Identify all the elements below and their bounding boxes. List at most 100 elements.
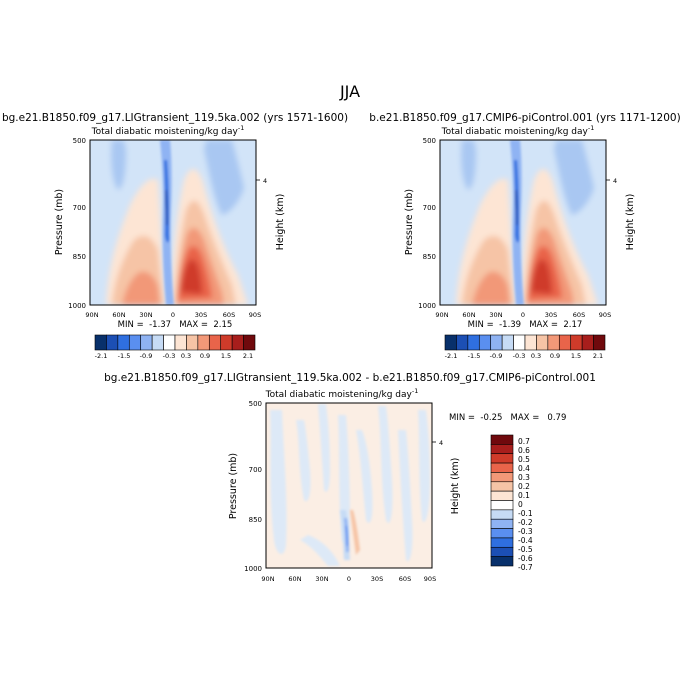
lat-tick: 30S: [195, 311, 207, 319]
colorbar-label: 0.3: [181, 352, 191, 360]
pressure-tick-500: 500: [249, 400, 262, 408]
colorbar: [444, 334, 606, 351]
colorbar-swatch: [174, 334, 187, 351]
panel-picontrol: b.e21.B1850.f09_g17.CMIP6-piControl.001 …: [369, 112, 680, 360]
lat-tick: 60S: [223, 311, 235, 319]
height-tick: 4: [263, 177, 267, 185]
colorbar-swatch: [593, 334, 606, 351]
colorbar-swatch: [490, 509, 514, 520]
panel-title: bg.e21.B1850.f09_g17.LIGtransient_119.5k…: [104, 372, 596, 384]
plot-frame: [89, 139, 257, 306]
lat-tick: 90N: [85, 311, 98, 319]
colorbar-label: -0.4: [518, 536, 533, 545]
contour-field: [266, 403, 432, 568]
plot-frame: [265, 402, 433, 569]
panel-title: bg.e21.B1850.f09_g17.LIGtransient_119.5k…: [2, 112, 348, 124]
height-axis-label: Height (km): [625, 194, 636, 251]
pressure-tick-500: 500: [423, 137, 436, 145]
pressure-tick-1000: 1000: [244, 565, 262, 573]
colorbar-label: 0.3: [518, 473, 530, 482]
colorbar-swatch: [456, 334, 469, 351]
colorbar-label: -0.3: [518, 527, 533, 536]
lat-tick: 90N: [435, 311, 448, 319]
colorbar-label: 0.4: [518, 464, 530, 473]
min-max-stats: MIN = -0.25 MAX = 0.79: [449, 413, 566, 423]
colorbar-swatch: [490, 481, 514, 492]
colorbar-swatch: [490, 472, 514, 483]
colorbar-label: 0.5: [518, 455, 530, 464]
colorbar-label: -0.7: [518, 563, 533, 572]
colorbar-swatch: [444, 334, 457, 351]
lat-tick: 60S: [573, 311, 585, 319]
colorbar-label: 0.9: [550, 352, 560, 360]
colorbar-label: 0.2: [518, 482, 530, 491]
colorbar-label: -0.1: [518, 509, 533, 518]
colorbar-label: 0: [518, 500, 523, 509]
height-axis-label: Height (km): [450, 458, 461, 515]
colorbar-label: -0.9: [490, 352, 503, 360]
colorbar-label: 1.5: [571, 352, 581, 360]
lat-tick: 60S: [399, 575, 411, 583]
colorbar-label: 0.1: [518, 491, 530, 500]
colorbar-label: 2.1: [593, 352, 603, 360]
colorbar-label: 0.6: [518, 446, 530, 455]
colorbar-labels: 0.7 0.6 0.5 0.4 0.3 0.2 0.1 0 -0.1 -0.2 …: [518, 437, 533, 572]
pressure-tick-850: 850: [73, 253, 86, 261]
pressure-tick-700: 700: [73, 204, 86, 212]
pressure-ticks: 500 700 850 1000: [418, 137, 436, 310]
contour-field: [440, 140, 606, 305]
colorbar-swatch: [547, 334, 560, 351]
lat-tick: 30N: [489, 311, 502, 319]
height-tick: 4: [613, 177, 617, 185]
colorbar-label: -0.5: [518, 545, 533, 554]
lat-tick: 90N: [261, 575, 274, 583]
colorbar-swatch: [490, 500, 514, 511]
panel-subtitle: Total diabatic moistening/kg day-1: [441, 124, 595, 137]
lat-ticks: 90N 60N 30N 0 30S 60S 90S: [85, 311, 261, 319]
lat-tick: 30N: [139, 311, 152, 319]
colorbar-label: -0.9: [140, 352, 153, 360]
colorbar-label: -2.1: [445, 352, 458, 360]
colorbar-swatch: [490, 546, 514, 557]
colorbar-swatch: [490, 453, 514, 464]
colorbar-swatch: [490, 334, 503, 351]
height-axis-label: Height (km): [275, 194, 286, 251]
colorbar-label: -0.2: [518, 518, 533, 527]
panel-lig-transient: bg.e21.B1850.f09_g17.LIGtransient_119.5k…: [2, 112, 348, 360]
colorbar: [490, 434, 514, 567]
lat-tick: 60N: [112, 311, 125, 319]
colorbar-swatch: [128, 334, 142, 351]
panel-subtitle: Total diabatic moistening/kg day-1: [265, 387, 419, 400]
pressure-ticks: 500 700 850 1000: [68, 137, 86, 310]
lat-tick: 60N: [288, 575, 301, 583]
colorbar-swatch: [231, 334, 244, 351]
colorbar-swatch: [243, 334, 256, 351]
season-title: JJA: [339, 82, 360, 101]
colorbar-swatch: [570, 334, 583, 351]
colorbar-label: 0.3: [531, 352, 541, 360]
contour-field: [90, 140, 256, 305]
pressure-ticks: 500 700 850 1000: [244, 400, 262, 573]
lat-tick: 0: [171, 311, 175, 319]
lat-ticks: 90N 60N 30N 0 30S 60S 90S: [435, 311, 611, 319]
height-tick: 4: [439, 439, 443, 447]
colorbar-label: 0.7: [518, 437, 530, 446]
colorbar-swatch: [490, 528, 514, 539]
colorbar-swatch: [94, 334, 107, 351]
colorbar-label: -0.3: [163, 352, 176, 360]
colorbar-swatch: [220, 334, 233, 351]
pressure-tick-850: 850: [423, 253, 436, 261]
colorbar-swatch: [524, 334, 537, 351]
pressure-tick-850: 850: [249, 516, 262, 524]
colorbar-swatch: [208, 334, 222, 351]
colorbar-label: -1.5: [468, 352, 481, 360]
y-axis-label: Pressure (mb): [404, 189, 415, 255]
colorbar-swatch: [163, 334, 176, 351]
colorbar-swatch: [117, 334, 130, 351]
colorbar-swatch: [467, 334, 480, 351]
y-axis-label: Pressure (mb): [228, 453, 239, 519]
colorbar-label: 2.1: [243, 352, 253, 360]
colorbar-swatch: [501, 334, 514, 351]
colorbar-swatch: [581, 334, 594, 351]
lat-tick: 0: [347, 575, 351, 583]
